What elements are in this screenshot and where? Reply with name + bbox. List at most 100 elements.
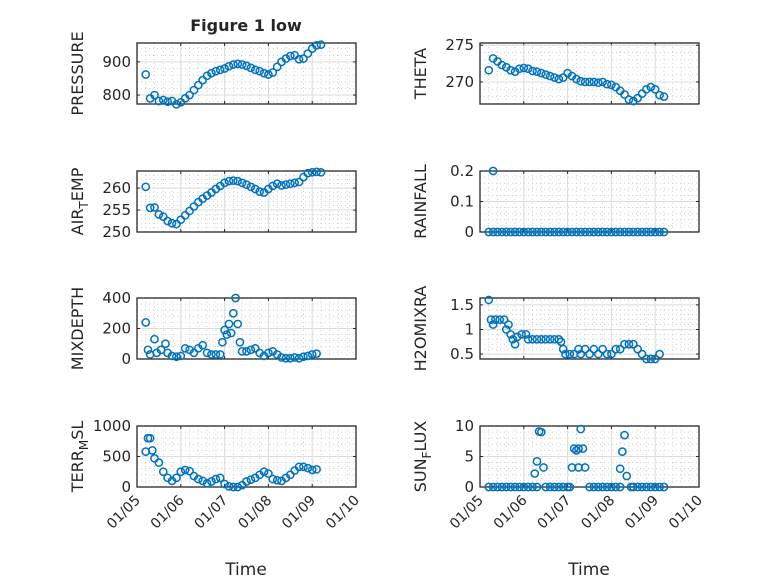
data-point bbox=[556, 337, 566, 347]
data-point bbox=[615, 482, 625, 492]
data-point bbox=[593, 349, 603, 359]
data-point bbox=[255, 66, 264, 76]
axes-box bbox=[479, 297, 700, 360]
subplot-pressure: 800 900 PRESSURE bbox=[68, 31, 357, 116]
data-point bbox=[574, 444, 583, 453]
data-point bbox=[589, 77, 599, 87]
data-point bbox=[220, 64, 229, 73]
y-tick-label: 0.5 bbox=[450, 345, 474, 363]
data-point bbox=[218, 337, 227, 347]
data-point bbox=[642, 482, 651, 492]
data-point bbox=[281, 353, 291, 363]
data-point bbox=[624, 227, 634, 237]
axes-box bbox=[479, 170, 700, 233]
data-point bbox=[504, 320, 513, 329]
x-axis-label-left: Time bbox=[224, 560, 267, 580]
data-point bbox=[237, 60, 247, 69]
data-point bbox=[539, 463, 548, 472]
data-point bbox=[158, 467, 168, 477]
data-point bbox=[198, 476, 208, 486]
data-point bbox=[277, 181, 286, 190]
data-point bbox=[563, 227, 572, 237]
data-point bbox=[545, 482, 555, 492]
data-point bbox=[246, 63, 256, 73]
data-point bbox=[589, 482, 599, 492]
data-point bbox=[550, 227, 559, 237]
data-point bbox=[637, 349, 647, 359]
data-point bbox=[501, 482, 511, 492]
data-point bbox=[268, 181, 278, 191]
data-point bbox=[299, 462, 308, 472]
data-point bbox=[495, 315, 505, 324]
data-point bbox=[646, 82, 656, 92]
data-point bbox=[642, 227, 651, 237]
data-point bbox=[611, 344, 621, 354]
data-point bbox=[189, 85, 199, 95]
data-point bbox=[515, 482, 524, 492]
data-point bbox=[242, 180, 251, 189]
data-point bbox=[488, 166, 498, 176]
data-point bbox=[484, 295, 494, 305]
data-point bbox=[602, 349, 612, 359]
data-point bbox=[554, 227, 564, 237]
data-point bbox=[506, 482, 516, 492]
data-point bbox=[222, 330, 232, 339]
data-point bbox=[607, 349, 616, 359]
data-point bbox=[202, 348, 212, 358]
data-point bbox=[620, 90, 629, 99]
data-point bbox=[141, 318, 151, 327]
axes-box bbox=[136, 42, 357, 105]
data-point bbox=[528, 227, 537, 237]
data-point bbox=[264, 469, 273, 478]
data-point bbox=[294, 54, 304, 64]
data-point bbox=[299, 54, 308, 63]
data-point bbox=[642, 84, 651, 94]
data-point bbox=[528, 334, 537, 344]
data-point bbox=[637, 227, 647, 237]
data-point bbox=[650, 482, 660, 492]
data-point bbox=[541, 70, 551, 79]
data-point bbox=[558, 227, 568, 237]
y-tick-label: 500 bbox=[102, 448, 131, 466]
data-point bbox=[512, 332, 522, 342]
data-point bbox=[650, 354, 660, 364]
data-point bbox=[607, 227, 616, 237]
data-point bbox=[158, 212, 168, 221]
data-point bbox=[237, 178, 247, 188]
x-tick-label: 01/07 bbox=[192, 493, 232, 533]
data-point bbox=[176, 215, 186, 225]
y-tick-label: 250 bbox=[102, 223, 131, 241]
y-axis-label: AIRTEMP bbox=[68, 167, 91, 235]
data-point bbox=[633, 344, 643, 354]
subplot-sun-flux: 01/05 01/06 01/07 01/08 01/09 01/10 0 5 10 SUNFLU… bbox=[411, 417, 706, 532]
subplot-air-temp: 250 255 260 AIRTEMP bbox=[68, 167, 357, 241]
data-point bbox=[550, 73, 559, 82]
axes-box bbox=[479, 42, 700, 105]
data-point bbox=[523, 64, 533, 74]
data-point bbox=[536, 227, 546, 237]
data-point bbox=[220, 178, 229, 188]
data-point bbox=[207, 68, 216, 78]
y-tick-label: 0 bbox=[121, 350, 131, 368]
data-point bbox=[523, 227, 533, 237]
data-point bbox=[307, 350, 317, 359]
data-point bbox=[154, 96, 164, 106]
data-point bbox=[578, 444, 588, 453]
x-tick-label: 01/06 bbox=[491, 492, 531, 532]
y-axis-label: H2OMIXRA bbox=[411, 286, 430, 372]
data-point bbox=[501, 227, 511, 237]
data-point bbox=[272, 179, 282, 189]
y-tick-label: 800 bbox=[102, 86, 131, 104]
data-point bbox=[215, 65, 225, 75]
data-point bbox=[259, 68, 269, 78]
data-point bbox=[593, 482, 603, 492]
data-point bbox=[316, 40, 326, 50]
data-point bbox=[519, 63, 529, 73]
data-point bbox=[141, 70, 151, 79]
data-point bbox=[484, 65, 494, 75]
data-point bbox=[517, 330, 526, 339]
data-point bbox=[224, 176, 234, 186]
data-point bbox=[633, 227, 643, 237]
data-point bbox=[532, 334, 542, 344]
